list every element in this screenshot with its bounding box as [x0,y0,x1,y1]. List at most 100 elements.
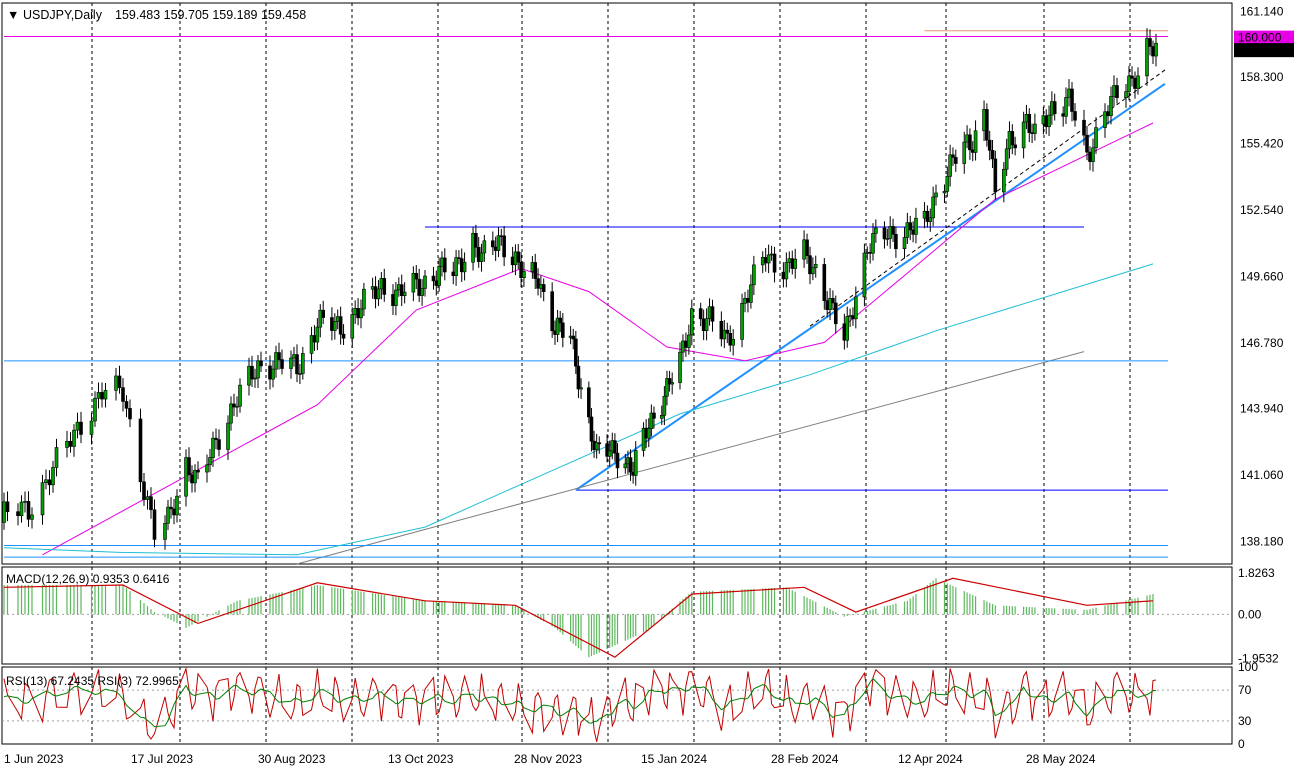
chart-header: ▼ USDJPY,Daily 159.483 159.705 159.189 1… [7,8,306,22]
candle-body [394,289,398,306]
candle-body [268,365,272,380]
price-pane-frame [1,2,1233,565]
candle-body [825,300,829,310]
candle-body [1004,148,1009,170]
candle-body [1052,101,1057,115]
candle-body [376,288,381,300]
candle-body [766,254,771,264]
candle-body [19,501,24,516]
candle-body [169,506,173,510]
macd-tick-label: 0.00 [1238,607,1262,621]
macd-title: MACD(12,26,9) 0.9353 0.6416 [6,572,170,586]
candle-body [623,463,628,469]
candle-body [678,351,682,383]
menu-triangle-icon[interactable]: ▼ [7,8,19,22]
candle-body [152,509,157,540]
candle-body [953,157,958,164]
candle-body [793,258,798,269]
candle-body [731,339,735,346]
rsi-pane[interactable] [2,666,1232,742]
candle-body [247,365,251,386]
candle-body [474,233,478,248]
candle-body [124,401,129,409]
candle-body [373,286,378,300]
candle-body [1109,96,1113,117]
candle-body [256,360,260,379]
candle-body [1010,131,1015,146]
candle-body [911,229,915,235]
x-tick-label: 28 May 2024 [1026,752,1096,766]
candle-body [594,442,599,451]
candle-body [301,353,305,374]
candle-body [274,352,278,370]
candle-body [615,452,620,469]
candle-body [89,420,94,435]
candle-body [833,302,838,325]
candle-body [516,251,521,263]
candle-body [259,360,263,367]
price-pane[interactable] [2,28,1169,565]
candle-body [321,309,325,318]
candle-body [1145,38,1149,77]
candle-body [1112,85,1116,97]
candle-body [149,496,153,511]
candle-body [561,322,565,338]
candle-body [652,412,656,419]
macd-tick-label: -1.9532 [1238,651,1279,665]
candle-body [298,373,302,375]
macd-pane[interactable] [2,577,1232,658]
y-tick-label: 138.180 [1240,534,1284,548]
candle-body [871,233,875,254]
candle-body [740,302,744,340]
candle-body [842,323,847,341]
candle-body [280,359,284,369]
y-tick-label: 141.060 [1240,468,1284,482]
candle-body [379,278,384,290]
candle-body [330,317,334,331]
candle-body [533,262,538,279]
candle-body [479,252,484,262]
candle-body [763,257,768,264]
candle-body [457,257,461,259]
candle-body [914,217,918,235]
x-tick-label: 1 Jun 2023 [4,752,64,766]
candle-body [945,176,950,192]
candle-body [163,523,167,540]
candle-body [541,284,546,292]
candle-body [746,297,750,303]
x-tick-label: 28 Nov 2023 [514,752,582,766]
candle-body [882,227,887,240]
candle-body [574,338,578,367]
candle-body [925,210,930,222]
candle-body [399,284,404,296]
candle-body [905,222,910,238]
candle-body [704,318,709,332]
candle-body [985,109,989,141]
trend-line [296,351,1085,565]
candle-body [1106,111,1110,117]
candle-body [687,334,691,348]
candle-body [1033,123,1037,134]
candle-body [145,496,150,500]
candle-body [908,222,913,231]
candle-body [253,377,257,380]
chart-panes [1,2,1233,745]
candle-body [335,316,340,322]
candle-body [402,291,407,296]
price-label-box [1234,30,1294,45]
candle-body [868,252,872,254]
candle-body [47,479,52,486]
candle-body [382,278,387,295]
candle-body [587,387,591,418]
candle-body [848,315,852,317]
candle-body [312,335,317,343]
candle-body [338,316,343,335]
ma-magenta-line [42,122,1154,556]
candle-body [962,141,967,164]
candle-body [172,508,176,516]
y-tick-label: 146.780 [1240,336,1284,350]
y-tick-label: 155.420 [1240,136,1284,150]
candle-body [633,450,638,476]
candle-body [166,506,170,524]
